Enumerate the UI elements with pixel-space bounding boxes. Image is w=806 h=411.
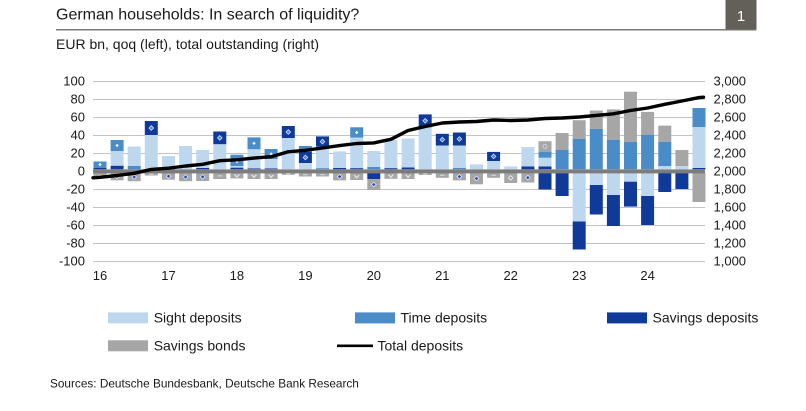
svg-text:1,200: 1,200: [714, 236, 747, 251]
svg-text:Sources: Deutsche Bundesbank,: Sources: Deutsche Bundesbank, Deutsche B…: [50, 377, 359, 391]
svg-text:20: 20: [367, 268, 381, 283]
svg-text:2,200: 2,200: [714, 146, 747, 161]
svg-text:60: 60: [71, 110, 85, 125]
svg-text:-60: -60: [66, 218, 85, 233]
svg-text:-100: -100: [59, 254, 85, 269]
svg-text:100: 100: [63, 74, 85, 89]
svg-text:23: 23: [572, 268, 586, 283]
svg-text:1: 1: [737, 8, 745, 25]
svg-text:2,600: 2,600: [714, 110, 747, 125]
svg-text:80: 80: [71, 92, 85, 107]
svg-text:17: 17: [161, 268, 175, 283]
svg-text:20: 20: [71, 146, 85, 161]
svg-text:18: 18: [230, 268, 244, 283]
svg-text:2,000: 2,000: [714, 164, 747, 179]
svg-text:21: 21: [435, 268, 449, 283]
svg-text:0: 0: [78, 164, 85, 179]
svg-text:2,400: 2,400: [714, 128, 747, 143]
svg-text:-40: -40: [66, 200, 85, 215]
svg-text:2,800: 2,800: [714, 92, 747, 107]
svg-text:19: 19: [298, 268, 312, 283]
svg-text:1,000: 1,000: [714, 254, 747, 269]
svg-text:1,800: 1,800: [714, 182, 747, 197]
svg-text:24: 24: [640, 268, 654, 283]
svg-text:EUR bn, qoq (left), total outs: EUR bn, qoq (left), total outstanding (r…: [56, 36, 319, 52]
svg-text:Sight deposits: Sight deposits: [154, 310, 242, 326]
svg-text:1,600: 1,600: [714, 200, 747, 215]
svg-text:Total deposits: Total deposits: [378, 338, 464, 354]
svg-text:1,400: 1,400: [714, 218, 747, 233]
svg-text:40: 40: [71, 128, 85, 143]
svg-text:3,000: 3,000: [714, 74, 747, 89]
svg-text:Savings deposits: Savings deposits: [653, 310, 759, 326]
svg-text:16: 16: [93, 268, 107, 283]
svg-text:German households: In search o: German households: In search of liquidit…: [56, 7, 359, 24]
svg-text:Savings bonds: Savings bonds: [154, 338, 246, 354]
svg-text:22: 22: [503, 268, 517, 283]
svg-text:-80: -80: [66, 236, 85, 251]
svg-text:Time deposits: Time deposits: [401, 310, 488, 326]
svg-text:-20: -20: [66, 182, 85, 197]
